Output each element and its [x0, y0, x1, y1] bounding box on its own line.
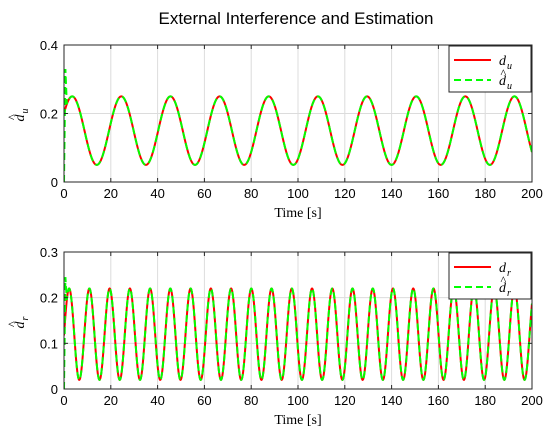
x-tick-label-9: 180 — [474, 393, 496, 408]
legend-entry-1-sub: r — [507, 288, 511, 299]
y-axis-label-sub: r — [20, 317, 31, 321]
x-tick-label-8: 160 — [428, 186, 450, 201]
x-axis-label: Time [s] — [274, 413, 321, 428]
legend-entry-0-base: d — [499, 261, 507, 276]
legend-entry-0-base: d — [499, 54, 507, 69]
y-axis-label: d^r — [5, 317, 31, 329]
legend-entry-1: d^r — [499, 273, 511, 299]
legend: d ud^u — [448, 45, 532, 93]
y-tick-label-0: 0 — [51, 175, 58, 190]
series-u-hat-line — [64, 68, 532, 183]
y-tick-label-2: 0.2 — [40, 291, 58, 306]
y-axis-label: d^u — [5, 109, 31, 122]
x-tick-label-0: 0 — [60, 186, 67, 201]
legend-entry-1-hat: ^ — [501, 66, 507, 80]
legend-box — [448, 252, 532, 300]
legend-entry-1: d^u — [499, 66, 512, 92]
x-tick-label-7: 140 — [381, 393, 403, 408]
y-axis-label-base: d — [13, 321, 28, 329]
x-axis-label: Time [s] — [274, 206, 321, 221]
y-tick-label-1: 0.1 — [40, 336, 58, 351]
x-tick-label-6: 120 — [334, 186, 356, 201]
x-tick-label-10: 200 — [521, 186, 543, 201]
x-tick-label-6: 120 — [334, 393, 356, 408]
legend-entry-1-base: d — [499, 281, 507, 296]
legend-box — [448, 45, 532, 93]
y-axis-label-hat: ^ — [5, 321, 19, 327]
legend: d rd^r — [448, 252, 532, 300]
x-tick-label-7: 140 — [381, 186, 403, 201]
figure-title: External Interference and Estimation — [159, 9, 434, 28]
y-tick-label-3: 0.3 — [40, 245, 58, 260]
y-axis-label-sub: u — [20, 109, 31, 114]
x-tick-label-9: 180 — [474, 186, 496, 201]
y-axis-label-base: d — [13, 114, 28, 122]
x-tick-label-5: 100 — [287, 393, 309, 408]
bottom-chart: 0 20 40 60 80 100 120 140 160 180 200 0 0.1 0.2 0.3 Tim… — [5, 245, 543, 428]
legend-entry-0-sub: u — [507, 61, 512, 72]
legend-entry-1-base: d — [499, 74, 507, 89]
x-tick-label-4: 80 — [244, 186, 258, 201]
x-tick-label-2: 40 — [150, 186, 164, 201]
y-tick-label-0: 0 — [51, 382, 58, 397]
x-tick-label-1: 20 — [104, 186, 118, 201]
legend-entry-0-sub: r — [507, 268, 511, 279]
x-tick-label-0: 0 — [60, 393, 67, 408]
x-tick-label-4: 80 — [244, 393, 258, 408]
legend-entry-1-sub: u — [507, 81, 512, 92]
x-tick-label-8: 160 — [428, 393, 450, 408]
x-tick-label-3: 60 — [197, 186, 211, 201]
y-axis-label-hat: ^ — [5, 114, 19, 120]
x-tick-label-1: 20 — [104, 393, 118, 408]
x-tick-label-3: 60 — [197, 393, 211, 408]
x-tick-label-5: 100 — [287, 186, 309, 201]
legend-entry-1-hat: ^ — [501, 273, 507, 287]
x-tick-label-2: 40 — [150, 393, 164, 408]
x-tick-label-10: 200 — [521, 393, 543, 408]
top-chart: 0 20 40 60 80 100 120 140 160 180 200 0 0.2 0.4 Time [… — [5, 38, 543, 221]
y-tick-label-1: 0.2 — [40, 107, 58, 122]
y-tick-label-2: 0.4 — [40, 38, 58, 53]
